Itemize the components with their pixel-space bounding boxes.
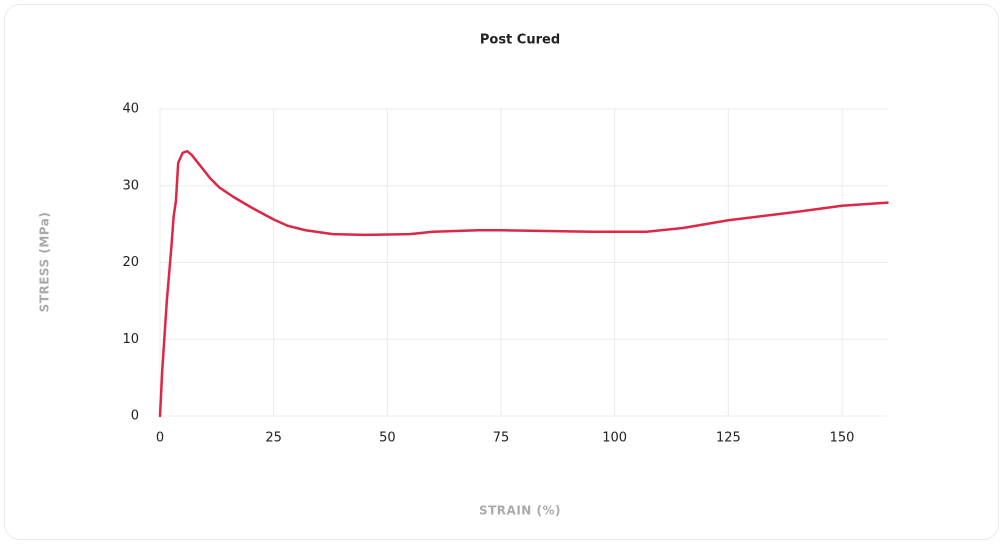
x-tick-label: 0	[156, 431, 164, 446]
data-line	[158, 149, 889, 418]
y-tick-label: 10	[122, 332, 139, 347]
x-tick-label: 150	[830, 431, 855, 446]
x-tick-label: 50	[379, 431, 396, 446]
y-tick-label: 0	[131, 409, 139, 424]
x-axis-label: STRAIN (%)	[479, 504, 561, 518]
y-tick-label: 20	[122, 255, 139, 270]
y-axis-label: STRESS (MPa)	[38, 212, 52, 313]
x-tick-label: 125	[716, 431, 741, 446]
y-tick-label: 40	[122, 102, 139, 117]
x-tick-label: 75	[493, 431, 510, 446]
x-tick-label: 25	[265, 431, 282, 446]
x-tick-label: 100	[602, 431, 627, 446]
chart-title: Post Cured	[480, 33, 560, 48]
y-tick-label: 30	[122, 178, 139, 193]
